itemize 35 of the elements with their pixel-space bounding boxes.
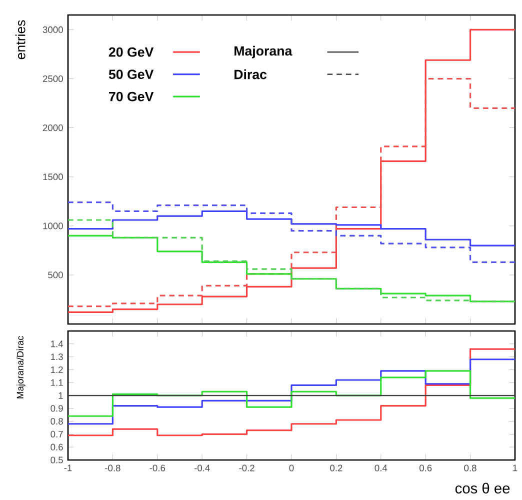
y-tick-label: 0.6 [50, 444, 63, 450]
y-tick-label: 3000 [42, 26, 63, 34]
legend-label: 50 GeV [108, 70, 154, 80]
x-tick-label: 0.8 [464, 464, 476, 472]
x-tick-label: 0 [289, 464, 294, 472]
y-tick-label: 1.2 [51, 366, 63, 373]
y-tick-label: 1.1 [51, 379, 63, 386]
y-tick-label: 2000 [42, 124, 63, 132]
x-tick-label: 0.6 [419, 464, 432, 472]
y-tick-label: 1.4 [51, 340, 64, 348]
y-axis-title: entries [16, 20, 26, 60]
y-tick-label: 1.3 [51, 354, 63, 360]
x-tick-label: -0.4 [194, 464, 210, 472]
y-tick-label: 1500 [43, 174, 63, 180]
legend-label: 70 GeV [109, 92, 154, 102]
x-tick-label: -0.2 [239, 464, 254, 472]
y-tick-label: 1 [58, 392, 63, 399]
annotation: Dirac [234, 69, 267, 80]
x-tick-label: -0.6 [150, 464, 166, 472]
x-tick-label: 0.4 [374, 464, 388, 472]
y-tick-label: 500 [48, 272, 63, 278]
y-axis-title: Majorana/Dirac [16, 336, 26, 398]
y-tick-label: 2500 [42, 75, 63, 82]
x-tick-label: -0.8 [105, 464, 120, 472]
annotation: Majorana [234, 46, 292, 58]
y-tick-label: 0.7 [50, 430, 63, 438]
y-tick-label: 0.9 [50, 405, 63, 412]
x-tick-label: 0.2 [330, 464, 342, 472]
x-tick-label: 1 [513, 464, 518, 472]
legend-label: 20 GeV [108, 47, 154, 57]
y-tick-label: 0.5 [50, 456, 63, 464]
y-tick-label: 1000 [43, 222, 63, 230]
x-axis-title: cos θ ee [455, 482, 510, 494]
y-tick-label: 0.8 [50, 418, 63, 425]
x-tick-label: -1 [64, 464, 72, 472]
